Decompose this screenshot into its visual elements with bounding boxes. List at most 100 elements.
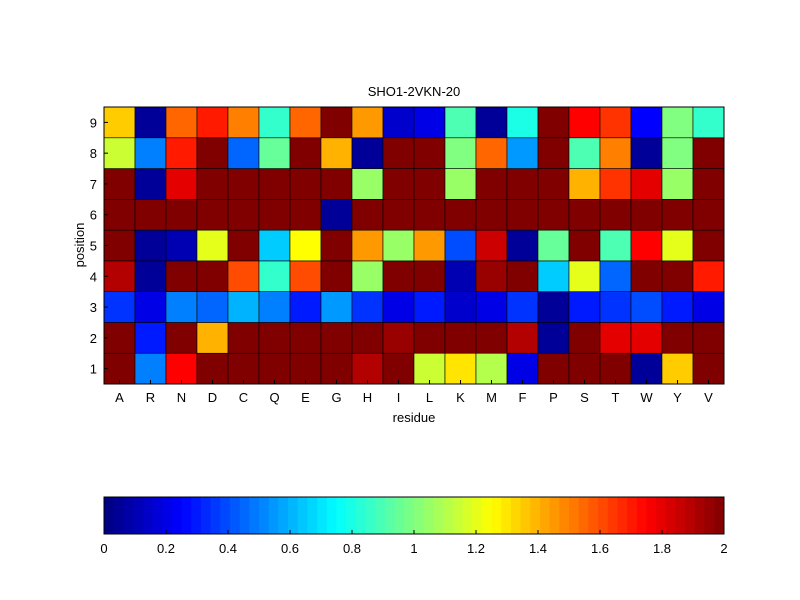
heatmap-cell-W-9 [630,106,663,139]
heatmap-cell-T-1 [599,352,632,385]
colorbar-tick-label: 1.4 [529,541,547,556]
heatmap-cell-P-7 [537,168,570,200]
heatmap-cell-T-5 [599,229,632,262]
heatmap-cell-C-6 [227,199,260,231]
heatmap-cells [103,106,725,385]
heatmap-cell-K-3 [444,291,477,323]
y-axis-label: position [72,223,87,268]
heatmap-cell-A-6 [103,199,136,231]
heatmap-cell-S-4 [568,260,601,292]
heatmap-cell-Q-3 [258,291,291,323]
heatmap-cell-F-7 [506,168,539,200]
heatmap-cell-C-9 [227,106,260,139]
heatmap-cell-N-4 [165,260,198,292]
colorbar-segment [142,497,153,534]
colorbar-segment [656,497,667,534]
colorbar-segment [675,497,686,534]
colorbar-segment [249,497,260,534]
heatmap-cell-P-1 [537,352,570,385]
heatmap-cell-D-5 [196,229,229,262]
heatmap-cell-R-6 [134,199,167,231]
heatmap-cell-V-2 [692,322,725,354]
heatmap-cell-R-3 [134,291,167,323]
x-axis-label: residue [393,410,436,425]
colorbar-segment [588,497,599,534]
x-tick-label: F [519,390,527,405]
colorbar-segment [365,497,376,534]
heatmap-cell-P-5 [537,229,570,262]
colorbar-segment [191,497,202,534]
heatmap-cell-R-1 [134,352,167,385]
x-tick-label: D [208,390,217,405]
heatmap-cell-Y-2 [661,322,694,354]
heatmap-cell-Y-7 [661,168,694,200]
colorbar-segment [317,497,328,534]
colorbar-segment [520,497,531,534]
heatmap-cell-H-8 [351,137,384,169]
heatmap-cell-D-2 [196,322,229,354]
colorbar-segment [152,497,163,534]
heatmap-cell-P-2 [537,322,570,354]
heatmap-cell-H-2 [351,322,384,354]
heatmap-cell-A-8 [103,137,136,169]
colorbar-segment [549,497,560,534]
colorbar-segment [123,497,134,534]
heatmap-cell-M-4 [475,260,508,292]
x-tick-label: S [580,390,589,405]
heatmap-cell-K-8 [444,137,477,169]
heatmap-cell-V-8 [692,137,725,169]
heatmap-cell-E-9 [289,106,322,139]
colorbar-tick-label: 0.6 [281,541,299,556]
heatmap-cell-G-7 [320,168,353,200]
x-tick-label: H [363,390,372,405]
x-tick-label: N [177,390,186,405]
heatmap-cell-F-5 [506,229,539,262]
heatmap-cell-K-5 [444,229,477,262]
heatmap-cell-G-2 [320,322,353,354]
colorbar-segment [113,497,124,534]
x-tick-label: E [301,390,310,405]
colorbar-segment [181,497,192,534]
heatmap-cell-A-7 [103,168,136,200]
colorbar-segment [539,497,551,534]
heatmap-cell-R-2 [134,322,167,354]
heatmap-cell-L-7 [413,168,446,200]
colorbar-segment [627,497,638,534]
heatmap-cell-L-2 [413,322,446,354]
colorbar-tick-label: 0.4 [219,541,237,556]
colorbar-segment [326,497,337,534]
colorbar-segment [423,497,434,534]
heatmap-cell-I-4 [382,260,415,292]
colorbar-segment [559,497,570,534]
x-tick-label: W [640,390,653,405]
colorbar-segment [259,497,270,534]
heatmap-cell-H-6 [351,199,384,231]
colorbar-segment [694,497,706,534]
heatmap-cell-L-4 [413,260,446,292]
heatmap-cell-M-1 [475,352,508,385]
colorbar-segment [394,497,405,534]
heatmap-cell-P-6 [537,199,570,231]
y-tick-label: 3 [90,300,97,315]
heatmap-cell-E-7 [289,168,322,200]
colorbar-tick-label: 0 [100,541,107,556]
y-tick-label: 7 [90,177,97,192]
heatmap-cell-E-6 [289,199,322,231]
heatmap-cell-N-1 [165,352,198,385]
heatmap-cell-P-8 [537,137,570,169]
heatmap-cell-D-6 [196,199,229,231]
heatmap-cell-L-3 [413,291,446,323]
heatmap-cell-Q-8 [258,137,291,169]
colorbar-segment [307,497,318,534]
heatmap-cell-Y-9 [661,106,694,139]
heatmap-cell-E-5 [289,229,322,262]
heatmap-cell-V-4 [692,260,725,292]
heatmap-cell-Q-2 [258,322,291,354]
heatmap-cell-S-8 [568,137,601,169]
heatmap-cell-K-4 [444,260,477,292]
colorbar-segment [133,497,144,534]
heatmap-cell-W-5 [630,229,663,262]
heatmap-cell-M-7 [475,168,508,200]
heatmap-cell-W-3 [630,291,663,323]
x-tick-label: M [486,390,497,405]
